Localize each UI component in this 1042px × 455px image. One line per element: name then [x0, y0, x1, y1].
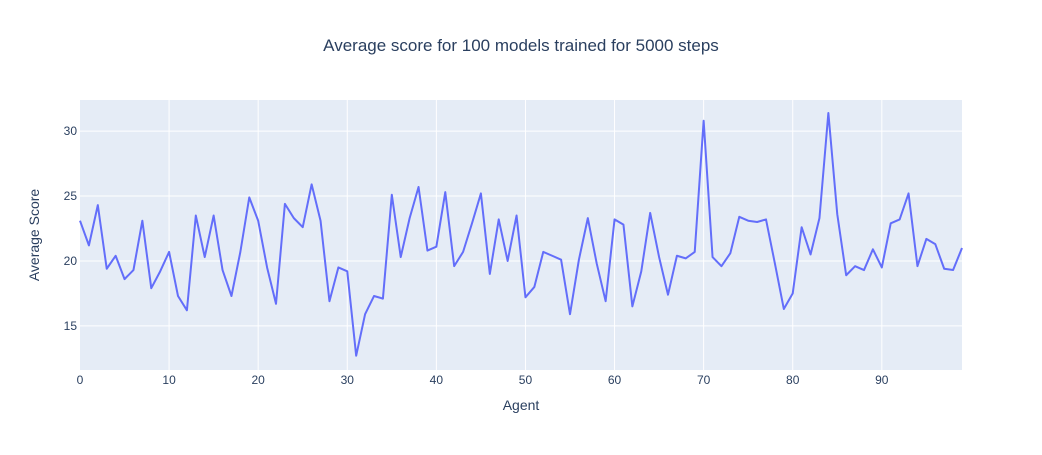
x-tick-label: 90 — [875, 373, 889, 387]
x-tick-label: 10 — [162, 373, 176, 387]
chart-title: Average score for 100 models trained for… — [323, 36, 719, 55]
x-tick-label: 70 — [697, 373, 711, 387]
x-tick-label: 40 — [430, 373, 444, 387]
x-tick-label: 20 — [252, 373, 266, 387]
x-axis-title: Agent — [503, 397, 540, 413]
y-tick-label: 25 — [64, 189, 78, 203]
y-tick-label: 20 — [64, 254, 78, 268]
y-tick-label: 15 — [64, 319, 78, 333]
x-tick-label: 30 — [341, 373, 355, 387]
x-tick-label: 50 — [519, 373, 533, 387]
y-axis-title: Average Score — [26, 189, 42, 282]
x-tick-label: 80 — [786, 373, 800, 387]
x-tick-label: 0 — [77, 373, 84, 387]
y-tick-label: 30 — [64, 124, 78, 138]
plot-area — [80, 100, 962, 370]
x-tick-label: 60 — [608, 373, 622, 387]
